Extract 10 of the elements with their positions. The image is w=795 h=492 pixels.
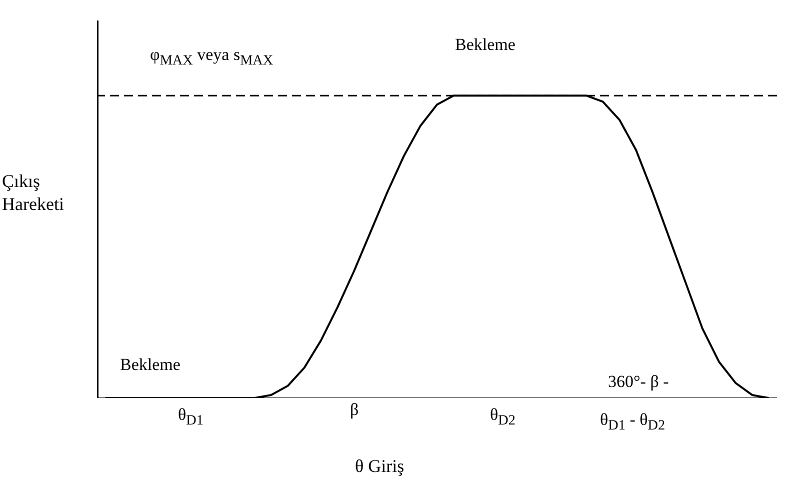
text: φ$_{MAX}$ veya s$_{MAX}$ bbox=[150, 45, 274, 70]
text: β bbox=[350, 400, 359, 420]
text: θ$_{D1}$ - θ$_{D2}$ bbox=[600, 410, 666, 434]
x-axis-title: θ Giriş bbox=[355, 455, 404, 478]
annotation: 360°- β - bbox=[608, 372, 669, 392]
text: θ$_{D1}$ bbox=[178, 405, 204, 430]
text: Bekleme bbox=[455, 35, 516, 55]
annotation: Bekleme bbox=[120, 355, 180, 375]
text: θ$_{D2}$ bbox=[490, 405, 516, 430]
y-axis-title: Çıkış Hareketi bbox=[2, 170, 65, 215]
